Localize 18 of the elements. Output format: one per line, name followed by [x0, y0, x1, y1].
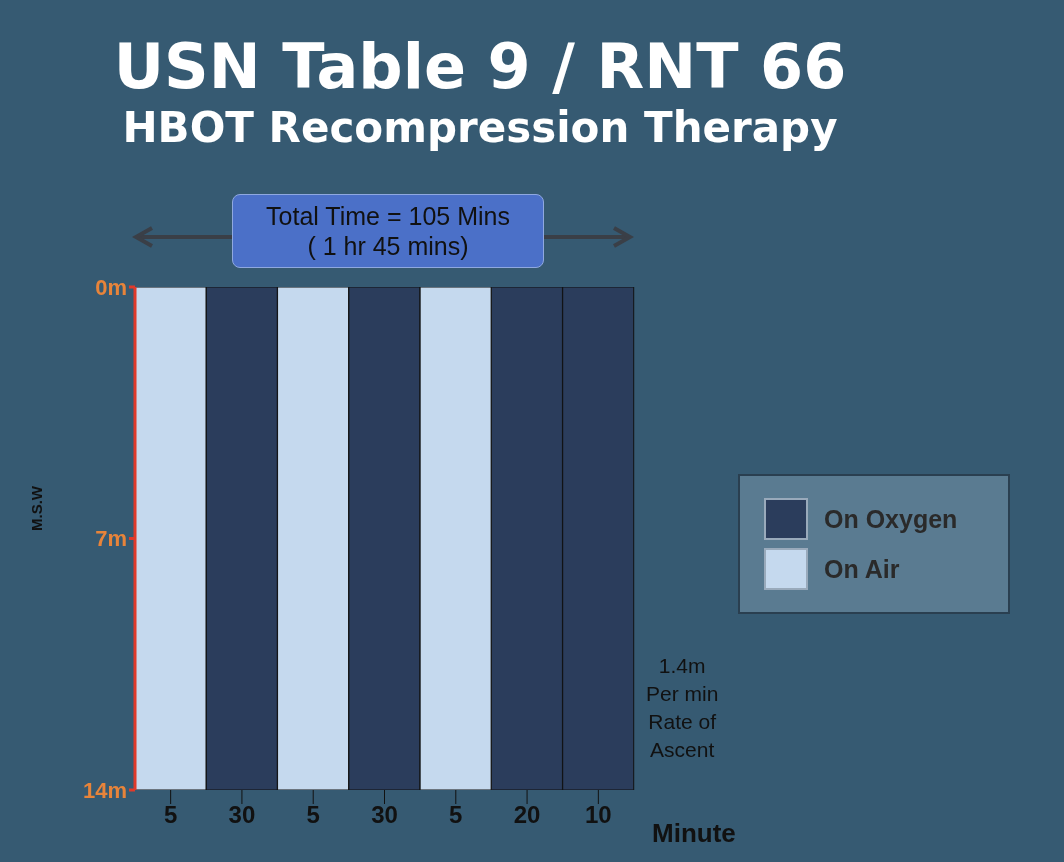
x-tick-label: 5: [163, 801, 178, 829]
text: Total Time = 105 Mins ( 1 hr 45 mins): [232, 194, 544, 268]
y-tick-label: 7m: [95, 526, 127, 552]
y-axis-title: M.S.W: [28, 486, 45, 531]
x-tick-label: 5: [306, 801, 320, 829]
text: On Oxygen: [824, 504, 958, 534]
x-tick-label: 10: [585, 801, 612, 829]
chart-subtitle: HBOT Recompression Therapy: [121, 103, 839, 152]
x-axis-title: Minute: [652, 818, 736, 849]
chart-title: USN Table 9 / RNT 66: [112, 30, 848, 103]
x-tick-label: 30: [371, 801, 398, 829]
x-tick-label: 30: [228, 801, 256, 829]
legend-label: On Air: [824, 554, 900, 584]
y-tick-label: 0m: [95, 274, 127, 300]
x-tick-label: 5: [449, 801, 463, 829]
x-tick-label: 20: [513, 801, 541, 829]
y-tick-label: 14m: [82, 777, 127, 803]
text: 1.4m Per min Rate of Ascent: [646, 653, 719, 763]
